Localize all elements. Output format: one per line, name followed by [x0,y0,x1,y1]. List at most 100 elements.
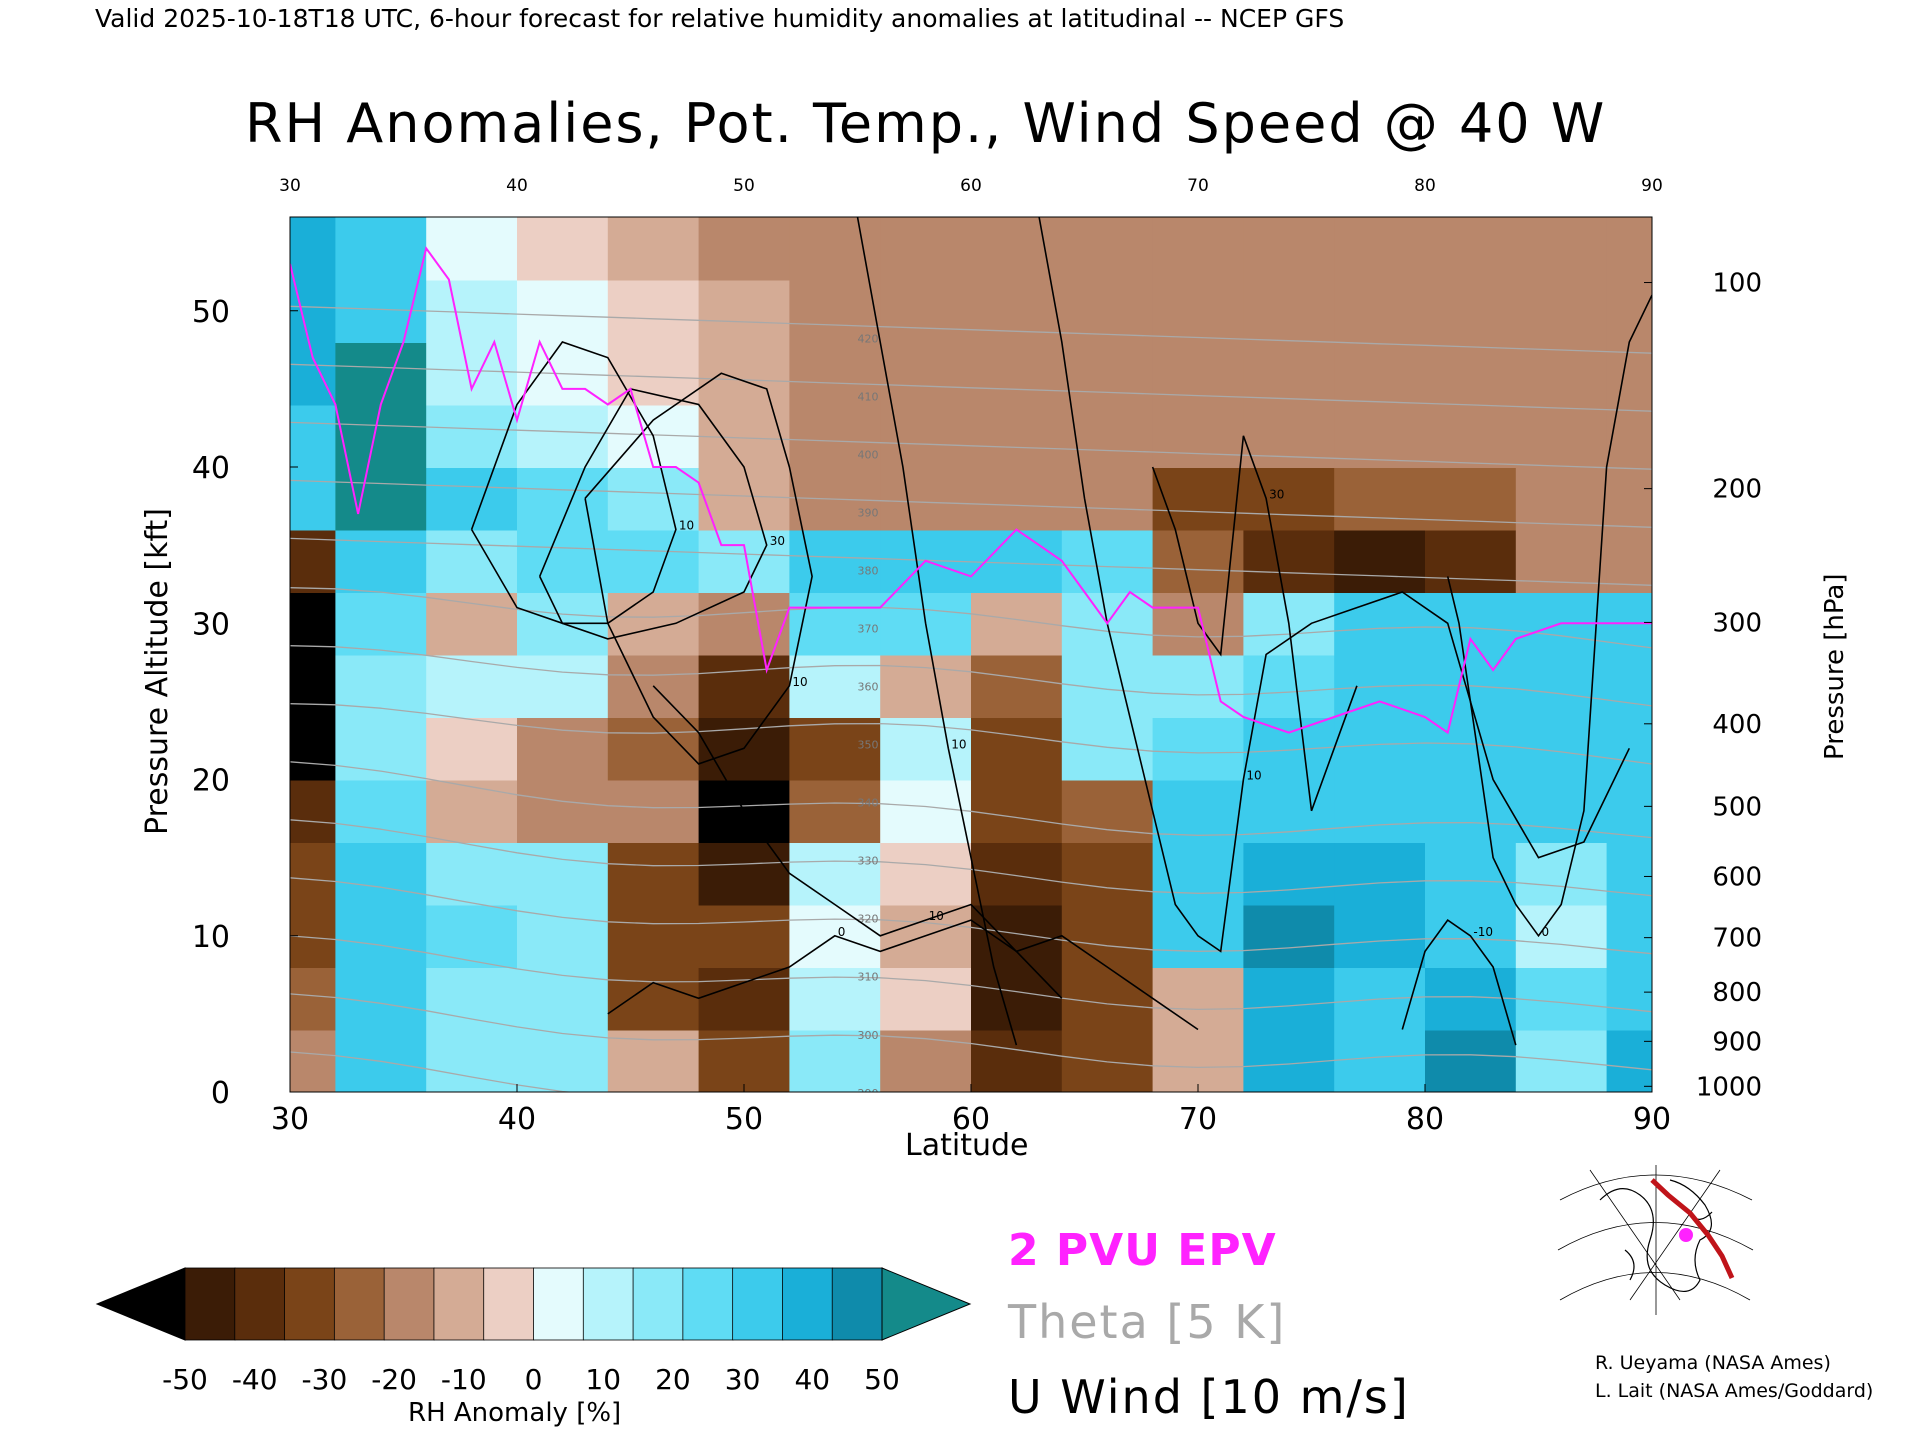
theta-line [290,479,1652,528]
heatmap-cell [290,342,337,406]
theta-line-label: 360 [858,681,879,694]
heatmap-cell [1243,967,1336,1031]
heatmap-cell [971,467,1063,531]
heatmap-cell [789,842,882,906]
colorbar-label: RH Anomaly [%] [408,1398,622,1428]
legend-u-wind: U Wind [10 m/s] [1008,1370,1410,1424]
theta-line-label: 330 [858,855,879,868]
heatmap-cell [1334,842,1426,906]
u-wind-line [538,387,768,640]
colorbar-segment [433,1267,485,1341]
theta-line-label: 310 [858,971,879,984]
heatmap-cell [1334,279,1426,343]
heatmap-cell [607,967,700,1031]
heatmap-cell [789,404,882,468]
theta-line [290,703,1652,765]
heatmap-cell [290,842,337,906]
legend-epv: 2 PVU EPV [1008,1225,1277,1276]
u-wind-line-label: 10 [679,519,694,533]
x-top-tick-label: 30 [279,176,301,196]
theta-line [290,935,1652,1013]
heatmap-cell [426,529,518,593]
heatmap-cell [335,904,428,968]
p-tick-label: 200 [1712,475,1762,505]
heatmap-cell [517,654,609,718]
heatmap-cell [698,592,791,656]
colorbar-segment [533,1267,585,1341]
heatmap-cell [1334,592,1426,656]
heatmap-cell [1425,529,1517,593]
theta-line-label: 400 [858,448,879,461]
theta-line-label: 340 [858,797,879,810]
theta-line-label: 420 [858,332,879,345]
theta-line [290,587,1652,649]
heatmap-cell [1152,717,1245,781]
rh-heatmap [290,217,1652,1092]
heatmap-cell [1334,529,1426,593]
p-tick-label: 400 [1712,710,1762,740]
heatmap-cell [1061,1029,1154,1092]
theta-line [290,877,1652,955]
heatmap-cell [1061,467,1154,531]
u-wind-line-label: 10 [929,909,944,923]
theta-line [290,645,1652,707]
u-wind-line [1401,918,1517,1046]
heatmap-cell [1334,342,1426,406]
heatmap-cell [1606,967,1652,1031]
heatmap-cell [971,967,1063,1031]
heatmap-cell [335,717,428,781]
heatmap-cell [1515,1029,1608,1092]
x-tick-label: 40 [498,1102,536,1137]
heatmap-cell [426,967,518,1031]
credit-line-1: R. Ueyama (NASA Ames) [1595,1352,1831,1374]
heatmap-cell [1515,404,1608,468]
heatmap-cell [1152,404,1245,468]
heatmap-cell [290,467,337,531]
heatmap-cell [1425,217,1517,281]
y-tick-label: 10 [192,920,230,955]
x-tick-label: 80 [1406,1102,1444,1137]
heatmap-cell [789,592,882,656]
heatmap-cell [517,404,609,468]
heatmap-cell [1606,779,1652,843]
x-tick-label: 60 [952,1102,990,1137]
heatmap-cell [290,967,337,1031]
colorbar-tick-label: 0 [525,1363,543,1396]
heatmap-cell [971,654,1063,718]
heatmap-cell [607,279,700,343]
u-wind-line [1446,294,1652,938]
heatmap-cell [1334,217,1426,281]
y-axis-right: 1000 900 800 700 600 500 400 300 200 100 [1644,269,1762,1102]
heatmap-cell [1606,529,1652,593]
heatmap-cell [1061,279,1154,343]
heatmap-cell [698,654,791,718]
heatmap-cell [880,717,972,781]
p-tick-label: 800 [1712,978,1762,1008]
heatmap-cell [1334,404,1426,468]
heatmap-cell [1061,217,1154,281]
x-tick-label: 90 [1633,1102,1671,1137]
heatmap-cell [789,342,882,406]
u-wind-line [584,372,813,765]
heatmap-cell [971,842,1063,906]
x-tick-label: 70 [1179,1102,1217,1137]
heatmap-cell [789,1029,882,1092]
heatmap-cell [1515,904,1608,968]
heatmap-cell [698,217,791,281]
heatmap-cell [1334,1029,1426,1092]
heatmap-cell [607,904,700,968]
y-axis-label-text: Pressure Altitude [kft] [140,508,175,835]
theta-line [290,363,1652,412]
colorbar-segment [831,1267,883,1341]
colorbar-high-arrow [881,1267,972,1341]
heatmap-cell [290,779,337,843]
theta-line-label: 350 [858,739,879,752]
heatmap-cell [1334,779,1426,843]
legend-theta: Theta [5 K] [1008,1295,1287,1349]
heatmap-cell [1334,717,1426,781]
epv-line [290,245,1652,735]
heatmap-cell [1515,217,1608,281]
